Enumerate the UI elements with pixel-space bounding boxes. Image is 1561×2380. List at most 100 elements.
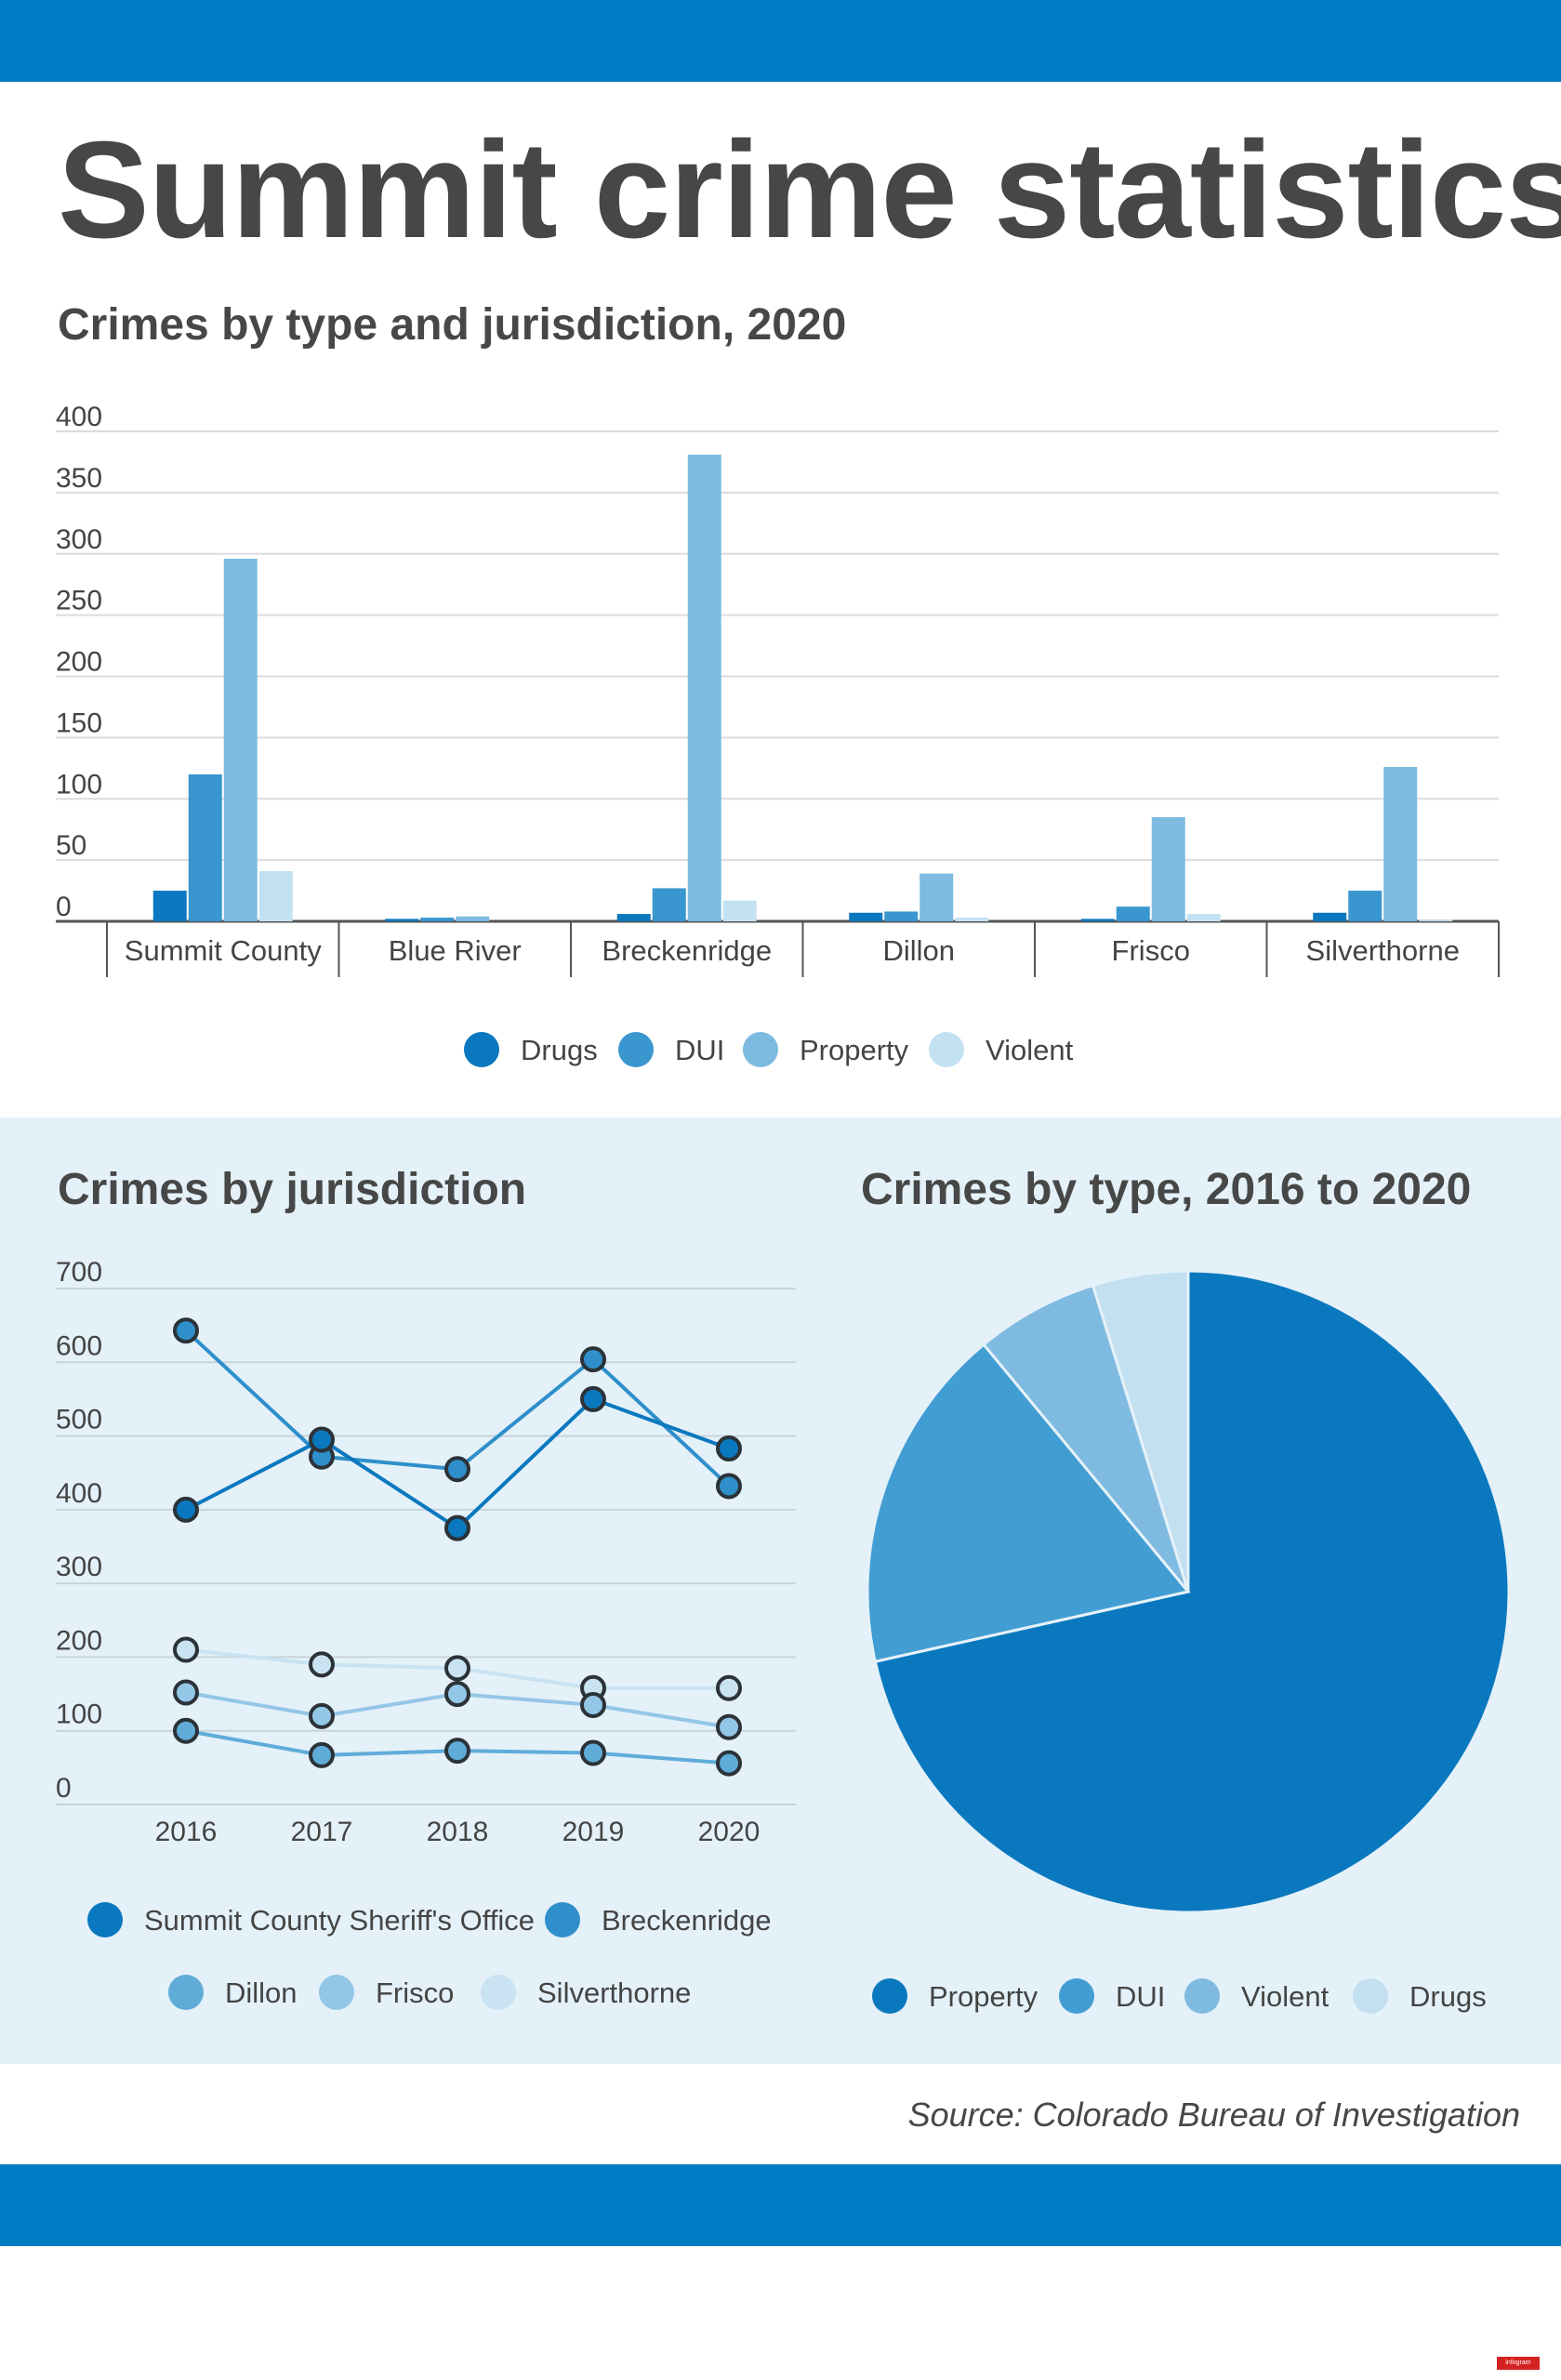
line-point-breckenridge [580, 1346, 606, 1373]
line-point-frisco [444, 1681, 470, 1708]
line-legend-swatch-silverthorne [481, 1975, 516, 2010]
line-y-tick-label: 100 [56, 1699, 102, 1730]
bar-category-label: Dillon [882, 934, 955, 967]
pie-slice-dui [866, 1342, 1191, 1664]
line-legend-swatch-breckenridge [545, 1902, 580, 1937]
line-point-dillon [444, 1738, 470, 1765]
top-band [0, 0, 1561, 82]
line-point-silverthorne [309, 1651, 335, 1678]
line-chart: 0 100 200 300 400 500 600 700 2016 2017 2018 2019 20… [56, 1257, 796, 2010]
bar-chart-title: Crimes by type and jurisdiction, 2020 [58, 300, 847, 350]
line-legend-swatch-frisco [319, 1975, 354, 2010]
pie-legend-swatch-dui [1059, 1978, 1094, 2014]
line-legend-label: Dillon [225, 1977, 298, 2009]
bar-y-tick-label: 50 [56, 830, 86, 861]
line-point-summit-county-sheriff-s-office [444, 1514, 470, 1541]
line-legend-swatch-dillon [168, 1975, 204, 2010]
bar-legend-label: Drugs [521, 1034, 598, 1066]
bar-dui-silverthorne [1348, 891, 1382, 921]
line-legend-label: Summit County Sheriff's Office [144, 1904, 535, 1937]
bar-property-summit-county [223, 559, 258, 921]
bar-category-label: Breckenridge [602, 934, 772, 967]
line-point-frisco [580, 1691, 606, 1718]
bar-property-blue-river [456, 916, 490, 921]
bar-dui-blue-river [420, 918, 455, 921]
pie-legend-label: Property [929, 1980, 1038, 2013]
pie-chart-title: Crimes by type, 2016 to 2020 [861, 1165, 1472, 1214]
infogram-logo: infogram [1497, 2357, 1540, 2370]
bar-legend-swatch-property [743, 1032, 778, 1067]
bar-y-tick-label: 200 [56, 647, 102, 678]
bar-category-label: Silverthorne [1306, 934, 1460, 967]
pie-legend-swatch-property [872, 1978, 907, 2014]
bar-category-label: Blue River [389, 934, 522, 967]
line-x-tick-label: 2017 [291, 1817, 353, 1847]
line-point-summit-county-sheriff-s-office [580, 1385, 606, 1412]
line-x-tick-label: 2019 [562, 1817, 625, 1847]
line-point-dillon [716, 1750, 742, 1777]
bar-legend-label: Property [800, 1034, 909, 1066]
line-x-tick-label: 2016 [155, 1817, 218, 1847]
bar-y-tick-label: 150 [56, 707, 102, 738]
bar-y-tick-label: 350 [56, 463, 102, 494]
bar-property-silverthorne [1383, 766, 1418, 921]
bar-violent-summit-county [258, 870, 293, 921]
pie-chart: Property DUI Violent Drugs [866, 1269, 1511, 2014]
bar-legend-label: DUI [675, 1034, 724, 1066]
bar-legend-label: Violent [986, 1034, 1074, 1066]
bar-legend-swatch-dui [618, 1032, 654, 1067]
line-legend-label: Silverthorne [537, 1977, 691, 2009]
line-point-breckenridge [716, 1473, 742, 1500]
bar-y-tick-label: 300 [56, 524, 102, 555]
line-chart-title: Crimes by jurisdiction [58, 1165, 527, 1214]
line-point-dillon [580, 1739, 606, 1766]
bar-drugs-silverthorne [1313, 912, 1347, 921]
bar-drugs-dillon [849, 912, 883, 921]
bar-drugs-blue-river [385, 919, 419, 921]
bar-dui-frisco [1116, 906, 1150, 921]
bar-drugs-breckenridge [616, 914, 651, 921]
page-title: Summit crime statistics [58, 113, 1561, 267]
line-x-tick-label: 2018 [427, 1817, 489, 1847]
line-y-tick-label: 200 [56, 1625, 102, 1656]
bar-violent-silverthorne [1419, 919, 1453, 921]
line-y-tick-label: 0 [56, 1773, 72, 1804]
bar-dui-summit-county [188, 774, 222, 921]
bar-property-frisco [1151, 817, 1185, 921]
bar-violent-breckenridge [722, 900, 757, 921]
source-note: Source: Colorado Bureau of Investigation [907, 2096, 1520, 2134]
line-legend-label: Breckenridge [602, 1904, 772, 1937]
line-point-summit-county-sheriff-s-office [309, 1426, 335, 1453]
pie-legend-swatch-violent [1184, 1978, 1220, 2014]
bar-property-dillon [919, 873, 954, 921]
bar-y-tick-label: 400 [56, 402, 102, 432]
bar-category-label: Frisco [1112, 934, 1190, 967]
line-legend-swatch-summit-county-sheriff-s-office [87, 1902, 123, 1937]
pie-legend-label: Violent [1241, 1980, 1329, 2013]
bar-drugs-summit-county [152, 891, 187, 921]
line-point-breckenridge [173, 1317, 199, 1344]
pie-slice-violent [981, 1283, 1190, 1593]
bar-drugs-frisco [1080, 919, 1115, 921]
line-y-tick-label: 600 [56, 1330, 102, 1361]
line-legend-label: Frisco [376, 1977, 454, 2009]
bar-y-tick-label: 0 [56, 892, 72, 922]
line-point-summit-county-sheriff-s-office [716, 1435, 742, 1462]
line-y-tick-label: 700 [56, 1257, 102, 1288]
bar-legend-swatch-drugs [464, 1032, 499, 1067]
line-y-tick-label: 400 [56, 1478, 102, 1509]
bar-y-tick-label: 250 [56, 586, 102, 616]
pie-legend-label: Drugs [1409, 1980, 1487, 2013]
pie-legend-label: DUI [1116, 1980, 1165, 2013]
bar-chart: 0 50 100 150 200 250 300 350 400 Summit County Blu… [56, 402, 1500, 1067]
line-point-silverthorne [716, 1674, 742, 1701]
line-point-frisco [309, 1702, 335, 1729]
line-point-dillon [309, 1741, 335, 1768]
pie-slice-drugs [1091, 1269, 1190, 1593]
line-y-tick-label: 300 [56, 1552, 102, 1582]
line-x-tick-label: 2020 [698, 1817, 761, 1847]
bar-y-tick-label: 100 [56, 769, 102, 800]
bar-category-label: Summit County [125, 934, 322, 967]
line-point-frisco [173, 1679, 199, 1706]
bar-dui-dillon [884, 911, 919, 921]
